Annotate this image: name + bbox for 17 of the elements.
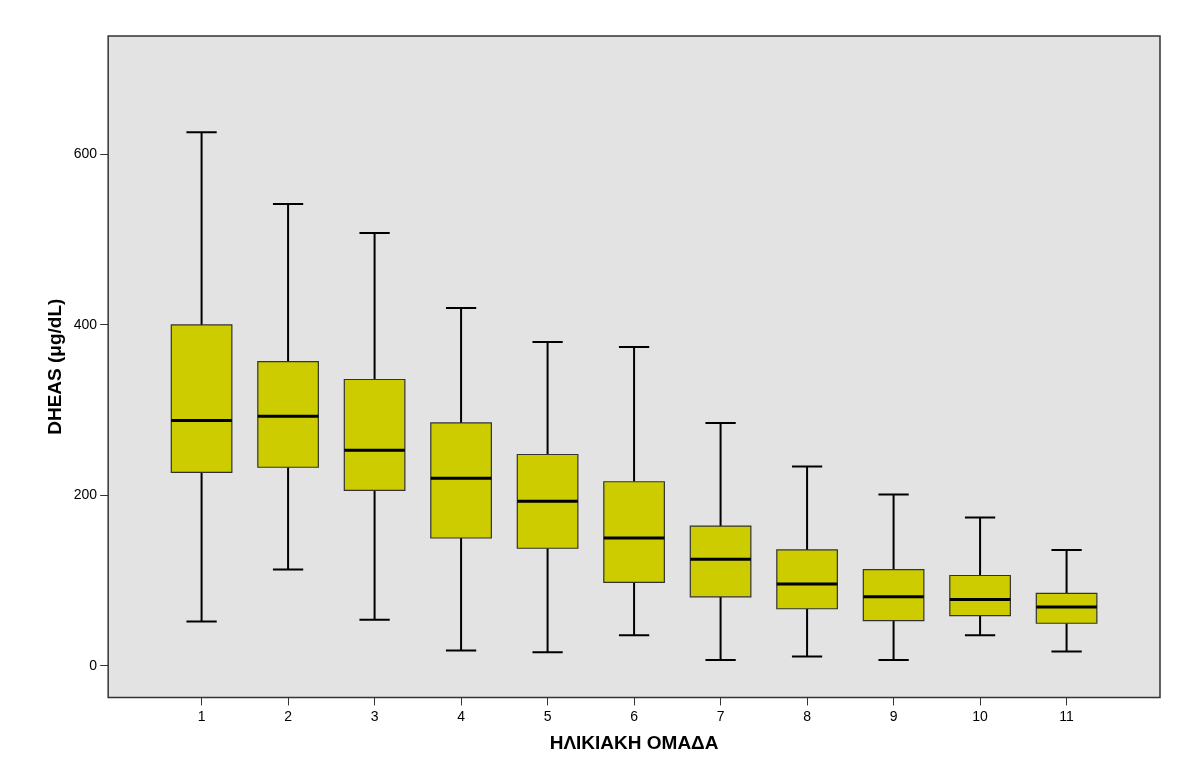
x-tick-label: 10 (972, 707, 989, 724)
x-tick-label: 8 (803, 707, 812, 724)
x-tick-label: 9 (889, 707, 898, 724)
y-tick-label: 200 (73, 486, 98, 503)
x-tick-label: 7 (716, 707, 725, 724)
x-tick-label: 3 (370, 707, 379, 724)
x-tick-label: 1 (197, 707, 206, 724)
y-tick-label: 400 (73, 315, 98, 332)
y-axis-title: DHEAS (μg/dL) (43, 298, 65, 435)
x-tick-label: 4 (457, 707, 466, 724)
x-tick-label: 11 (1059, 707, 1075, 724)
x-axis-title: ΗΛΙΚΙΑΚΗ ΟΜΑΔΑ (549, 731, 719, 753)
y-tick-label: 600 (73, 145, 98, 162)
y-tick-label: 0 (89, 656, 98, 673)
x-tick-label: 6 (630, 707, 639, 724)
x-tick-label: 2 (284, 707, 293, 724)
x-tick-label: 5 (543, 707, 552, 724)
